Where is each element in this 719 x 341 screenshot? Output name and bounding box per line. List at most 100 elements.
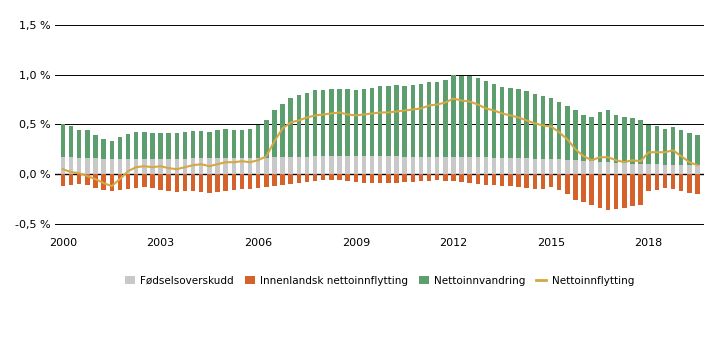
Bar (280, 104, 285, 157)
Bar (337, 156, 342, 174)
Bar (378, 156, 383, 174)
Bar (183, 132, 187, 159)
Bar (524, 158, 529, 174)
Bar (321, 174, 326, 180)
Bar (248, 158, 252, 174)
Bar (126, 134, 130, 159)
Bar (573, 160, 577, 174)
Bar (671, 165, 675, 174)
Bar (475, 78, 480, 157)
Bar (671, 128, 675, 165)
Bar (305, 92, 309, 157)
Bar (297, 94, 301, 157)
Bar (239, 158, 244, 174)
Bar (378, 174, 383, 183)
Bar (329, 174, 334, 180)
Bar (541, 174, 545, 189)
Bar (646, 174, 651, 191)
Bar (541, 159, 545, 174)
Bar (370, 156, 375, 174)
Bar (224, 174, 228, 191)
Bar (337, 174, 342, 180)
Bar (134, 132, 138, 159)
Bar (573, 174, 577, 200)
Bar (85, 174, 90, 185)
Bar (273, 157, 277, 174)
Bar (508, 174, 513, 186)
Bar (533, 174, 537, 189)
Bar (158, 133, 162, 159)
Bar (679, 174, 684, 191)
Bar (671, 174, 675, 189)
Bar (435, 81, 439, 157)
Bar (557, 102, 562, 159)
Bar (118, 174, 122, 190)
Bar (264, 158, 269, 174)
Bar (622, 163, 626, 174)
Bar (492, 84, 496, 158)
Bar (142, 174, 147, 187)
Bar (500, 158, 505, 174)
Bar (492, 174, 496, 185)
Bar (175, 133, 179, 159)
Bar (362, 174, 366, 183)
Bar (134, 159, 138, 174)
Bar (207, 132, 211, 158)
Bar (427, 174, 431, 181)
Bar (69, 127, 73, 157)
Bar (134, 174, 138, 188)
Bar (232, 158, 236, 174)
Bar (199, 131, 203, 158)
Bar (215, 130, 220, 158)
Bar (215, 158, 220, 174)
Bar (167, 174, 171, 191)
Bar (158, 174, 162, 190)
Bar (386, 156, 390, 174)
Bar (565, 105, 569, 160)
Bar (232, 130, 236, 158)
Bar (679, 130, 684, 165)
Bar (370, 174, 375, 183)
Bar (118, 159, 122, 174)
Bar (646, 164, 651, 174)
Bar (150, 174, 155, 188)
Bar (475, 157, 480, 174)
Bar (654, 164, 659, 174)
Bar (630, 174, 635, 206)
Bar (297, 157, 301, 174)
Bar (142, 159, 147, 174)
Bar (126, 174, 130, 189)
Bar (557, 159, 562, 174)
Bar (305, 157, 309, 174)
Bar (191, 158, 196, 174)
Bar (288, 174, 293, 184)
Bar (606, 162, 610, 174)
Bar (354, 156, 358, 174)
Bar (77, 174, 81, 184)
Bar (183, 159, 187, 174)
Bar (256, 158, 260, 174)
Bar (484, 80, 488, 157)
Bar (150, 133, 155, 159)
Bar (93, 158, 98, 174)
Bar (215, 174, 220, 192)
Bar (199, 174, 203, 192)
Bar (305, 174, 309, 182)
Bar (452, 174, 456, 181)
Bar (362, 89, 366, 156)
Bar (60, 157, 65, 174)
Bar (126, 159, 130, 174)
Bar (288, 98, 293, 157)
Bar (459, 76, 464, 157)
Bar (109, 159, 114, 174)
Bar (663, 174, 667, 188)
Bar (411, 85, 415, 157)
Bar (459, 174, 464, 182)
Bar (467, 157, 472, 174)
Bar (403, 174, 407, 182)
Bar (329, 156, 334, 174)
Bar (565, 174, 569, 194)
Bar (695, 165, 700, 174)
Bar (508, 88, 513, 158)
Bar (606, 110, 610, 162)
